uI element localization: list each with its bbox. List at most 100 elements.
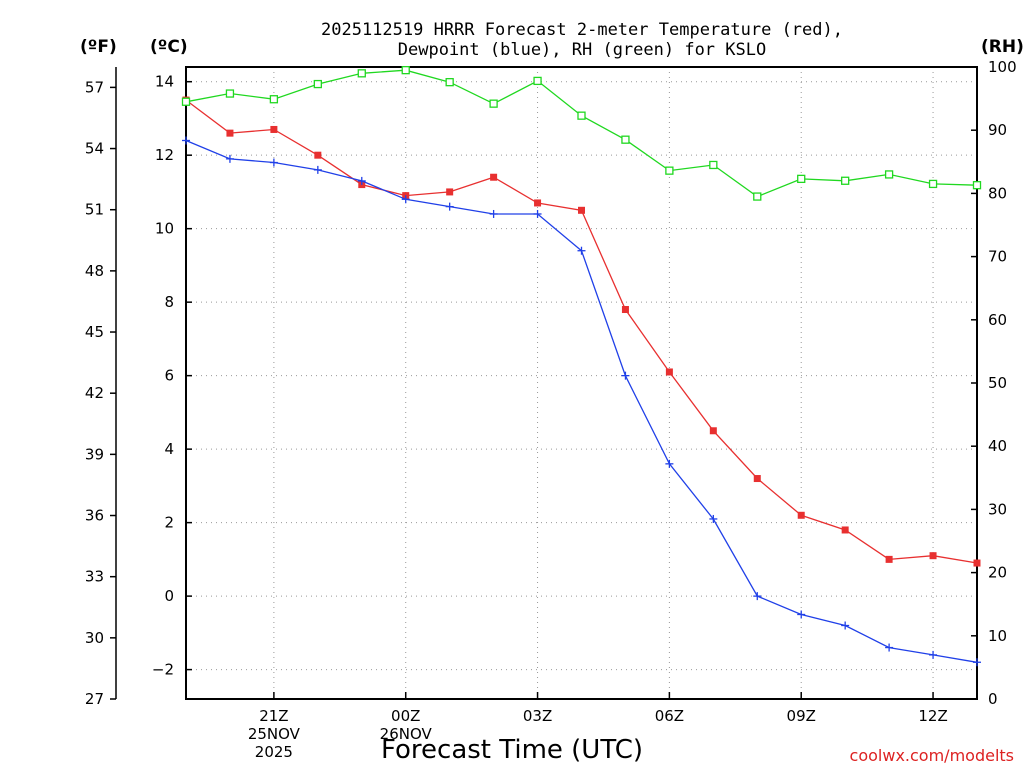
series-line-rh: [185, 69, 978, 198]
fahrenheit-tick-label: 48: [85, 262, 104, 280]
rh-tick-label: 70: [988, 248, 1007, 266]
rh-point: [928, 179, 938, 189]
rh-point: [753, 192, 762, 201]
x-tick-label: 06Z: [655, 707, 684, 725]
celsius-axis-label: (ºC): [150, 37, 188, 57]
dewpoint-point: [973, 658, 981, 667]
fahrenheit-tick-label: 39: [85, 445, 104, 463]
x-tick-label: 26NOV: [380, 725, 433, 743]
temperature-point: [534, 199, 542, 207]
celsius-tick-label: 6: [164, 367, 174, 385]
fahrenheit-tick-label: 42: [85, 384, 104, 402]
dewpoint-point: [182, 136, 190, 145]
rh-point: [357, 69, 366, 78]
watermark: coolwx.com/modelts: [850, 746, 1014, 765]
dewpoint-point: [401, 195, 410, 204]
rh-point: [445, 78, 454, 87]
celsius-tick-label: −2: [152, 661, 174, 679]
rh-point: [841, 176, 850, 185]
celsius-tick-label: 10: [155, 220, 174, 238]
x-tick-label: 09Z: [787, 707, 816, 725]
series-layer: [181, 66, 982, 667]
dewpoint-point: [313, 165, 322, 174]
fahrenheit-tick-label: 45: [85, 323, 104, 341]
temperature-point: [490, 173, 498, 181]
rh-point: [489, 99, 498, 108]
fahrenheit-tick-label: 27: [85, 690, 104, 708]
temperature-point: [314, 151, 322, 159]
dewpoint-point: [797, 610, 806, 619]
rh-point: [972, 181, 982, 190]
rh-tick-label: 20: [988, 564, 1007, 582]
plot-frame: [185, 66, 978, 700]
rh-tick-label: 80: [988, 184, 1007, 202]
rh-tick-label: 100: [988, 58, 1017, 76]
fahrenheit-tick-label: 33: [85, 568, 104, 586]
rh-tick-label: 40: [988, 437, 1007, 455]
rh-point: [225, 89, 235, 98]
fahrenheit-tick-label: 30: [85, 629, 104, 647]
dewpoint-point: [445, 202, 454, 211]
fahrenheit-tick-label: 36: [85, 507, 104, 525]
x-tick-label: 00Z: [391, 707, 420, 725]
x-tick-label: 2025: [255, 743, 293, 761]
celsius-tick-label: 2: [164, 514, 174, 532]
rh-point: [313, 79, 322, 89]
x-tick-label: 21Z: [259, 707, 288, 725]
rh-point: [884, 170, 894, 179]
x-tick-label: 12Z: [918, 707, 947, 725]
temperature-point: [621, 306, 629, 314]
dewpoint-point: [225, 154, 234, 163]
rh-tick-label: 60: [988, 311, 1007, 329]
celsius-tick-label: 8: [164, 293, 174, 311]
dewpoint-point: [841, 621, 850, 630]
rh-point: [621, 135, 630, 144]
x-tick-label: 25NOV: [248, 725, 301, 743]
grid-lines: [186, 67, 977, 699]
dewpoint-point: [621, 371, 630, 380]
dewpoint-point: [665, 459, 674, 468]
rh-tick-label: 0: [988, 690, 998, 708]
chart-title-line-2: Dewpoint (blue), RH (green) for KSLO: [398, 40, 766, 60]
temperature-point: [929, 552, 937, 560]
rh-tick-label: 10: [988, 627, 1007, 645]
temperature-point: [753, 475, 761, 483]
dewpoint-point: [709, 514, 718, 523]
rh-point: [533, 76, 542, 86]
rh-point: [181, 97, 191, 106]
celsius-tick-label: 4: [164, 440, 174, 458]
fahrenheit-axis-label: (ºF): [80, 37, 117, 57]
dewpoint-point: [885, 643, 894, 652]
series-rh: [181, 66, 982, 201]
dewpoint-point: [489, 209, 498, 218]
fahrenheit-tick-label: 51: [85, 201, 104, 219]
x-tick-label: 03Z: [523, 707, 552, 725]
rh-point: [797, 174, 806, 184]
chart-title-line-1: 2025112519 HRRR Forecast 2-meter Tempera…: [321, 20, 843, 40]
rh-point: [577, 111, 586, 120]
dewpoint-point: [357, 176, 366, 185]
fahrenheit-tick-label: 54: [85, 140, 104, 158]
dewpoint-point: [577, 246, 586, 255]
dewpoint-point: [929, 650, 938, 659]
celsius-tick-label: 0: [164, 587, 174, 605]
celsius-tick-label: 14: [155, 73, 174, 91]
rh-tick-label: 50: [988, 374, 1007, 392]
rh-tick-label: 90: [988, 121, 1007, 139]
rh-axis-label: (RH): [981, 37, 1024, 57]
rh-point: [709, 160, 718, 170]
temperature-point: [446, 188, 454, 196]
temperature-point: [797, 511, 805, 519]
temperature-point: [270, 125, 278, 133]
rh-tick-label: 30: [988, 500, 1007, 518]
x-axis-title: Forecast Time (UTC): [381, 735, 643, 765]
series-line-temperature: [185, 99, 978, 564]
rh-point: [665, 166, 674, 175]
temperature-point: [665, 368, 673, 376]
temperature-point: [885, 555, 893, 563]
temperature-point: [578, 206, 585, 214]
temperature-point: [973, 559, 981, 567]
tick-labels: 27 30 33 36 39 42 45 48 51 54 57 −2 0 2 4 6 8 10 12 14 0 10 20…: [85, 58, 1017, 761]
dewpoint-point: [533, 209, 542, 218]
